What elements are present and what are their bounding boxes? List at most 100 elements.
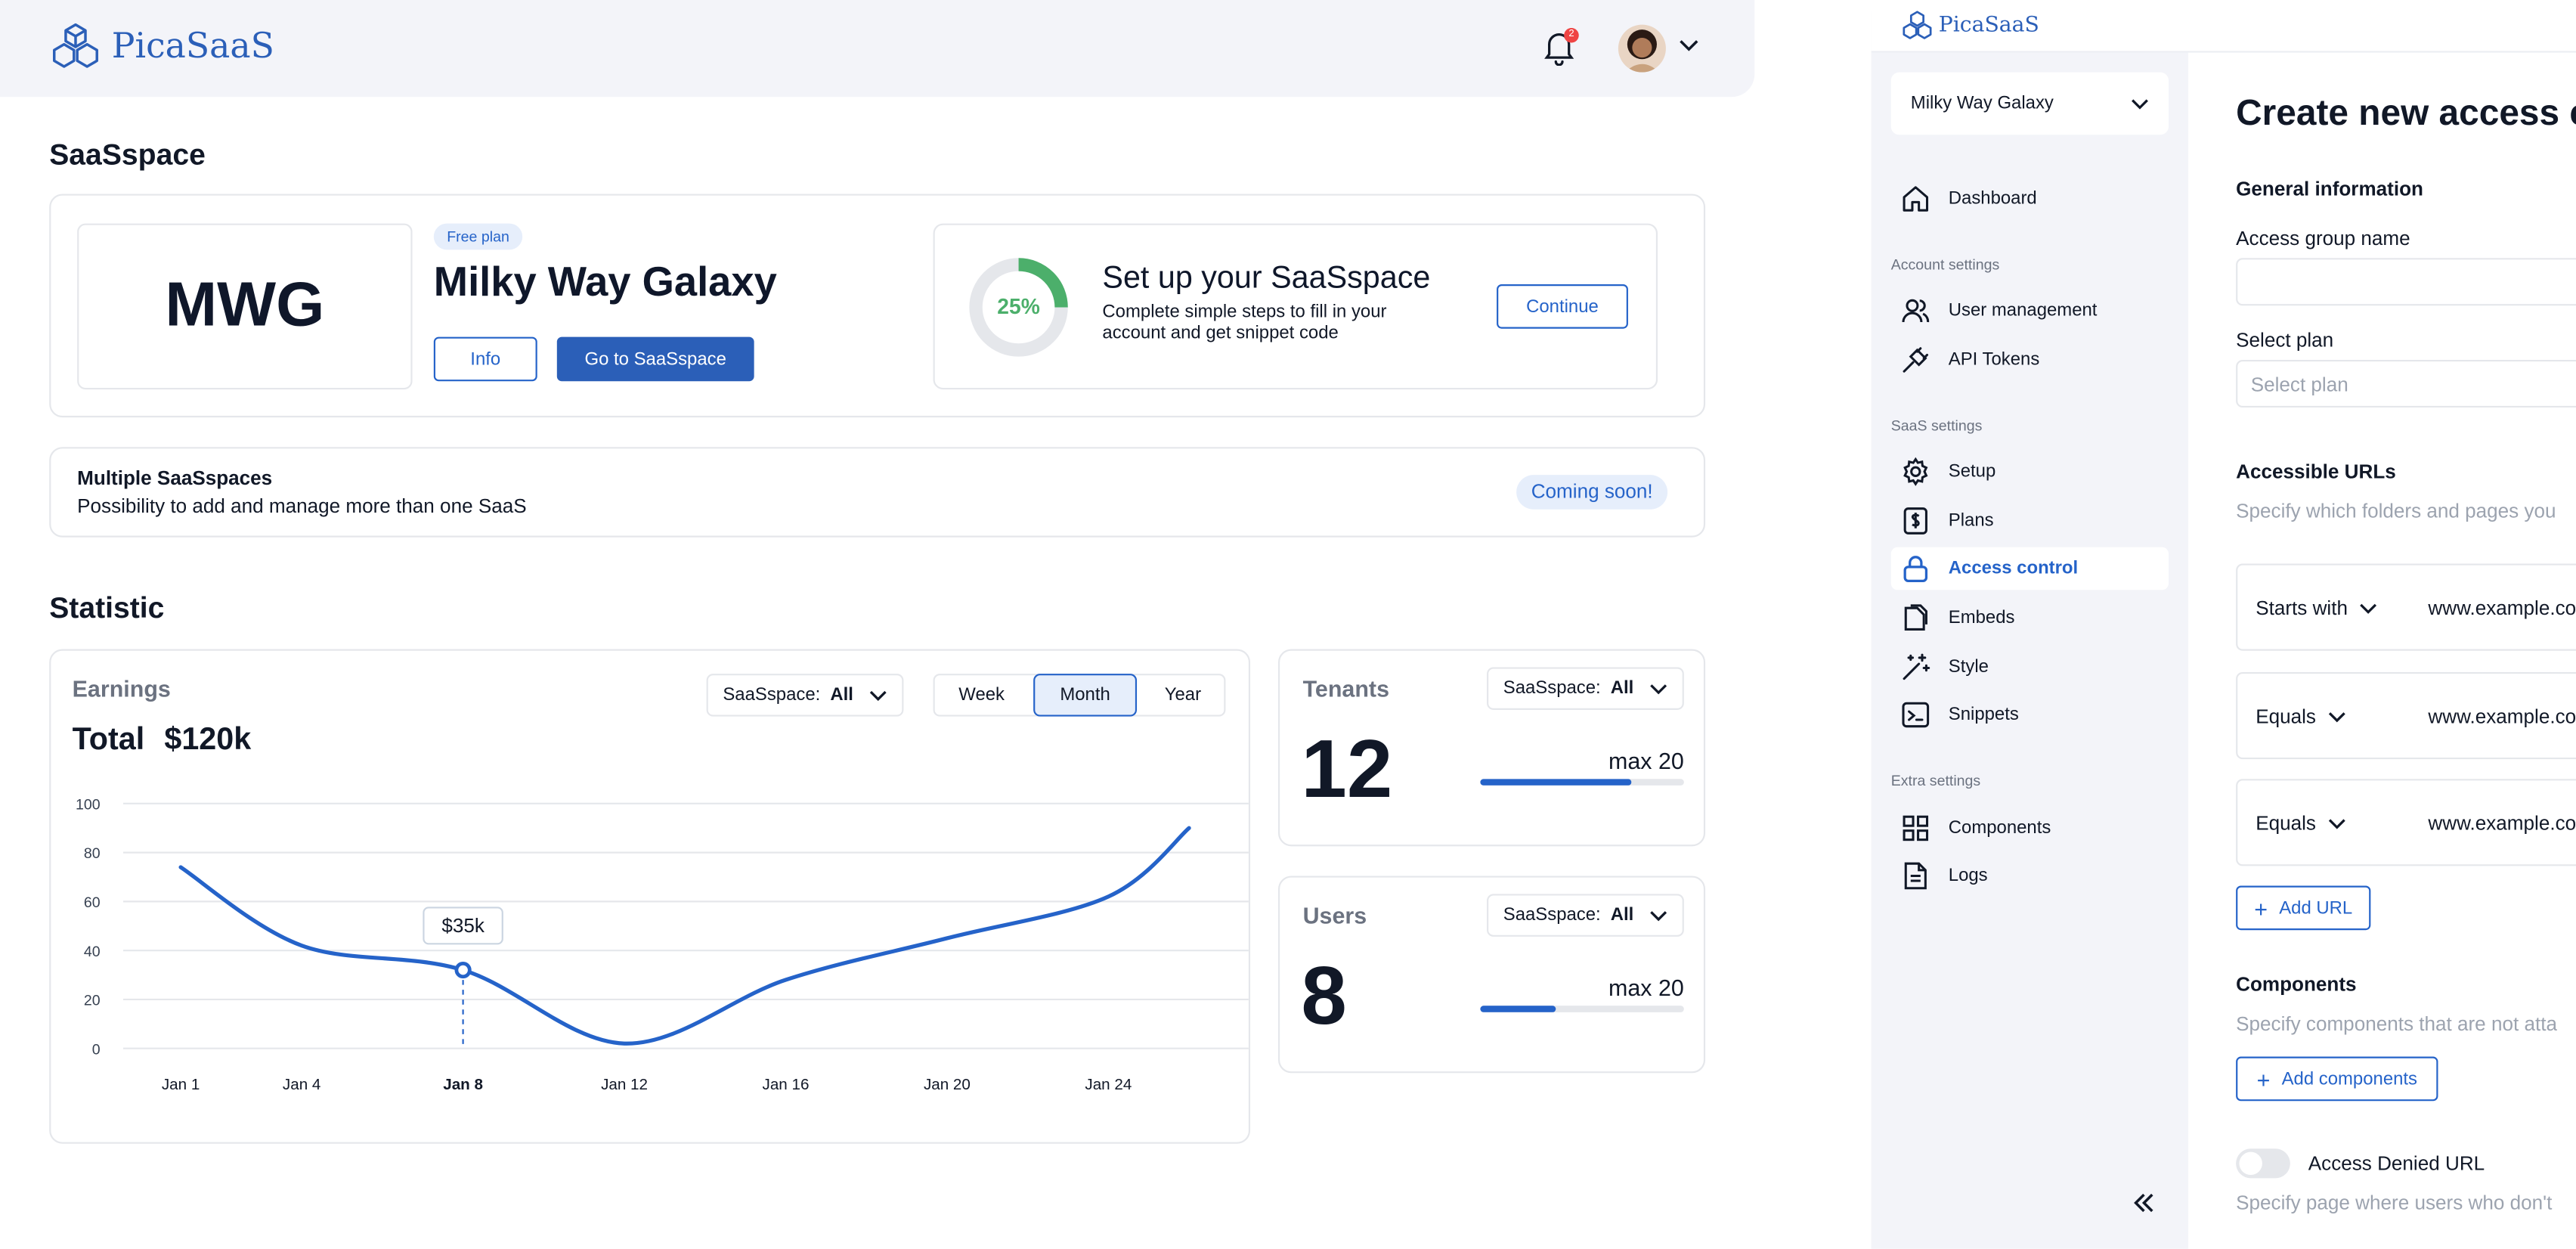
sidebar-item-label: Access control bbox=[1948, 558, 2079, 579]
url-input[interactable]: www.example.co bbox=[2428, 705, 2576, 728]
setup-title: Set up your SaaSspace bbox=[1102, 261, 1431, 296]
form-title: Create new access c bbox=[2236, 91, 2576, 134]
x-tick-label: Jan 1 bbox=[162, 1076, 200, 1093]
period-month-button[interactable]: Month bbox=[1033, 674, 1138, 717]
users-saasspace-filter[interactable]: SaaSspace: All bbox=[1487, 894, 1684, 937]
users-value: 8 bbox=[1301, 950, 1347, 1042]
earnings-line-chart: 100 80 60 40 20 0 Jan 1 Jan 4 Jan 8 Jan 12 Jan 16 J… bbox=[76, 796, 1249, 1093]
access-denied-description: Specify page where users who don't bbox=[2236, 1191, 2553, 1215]
sidebar-section-saas: SaaS settings bbox=[1890, 417, 1983, 434]
brand-logo-icon bbox=[49, 21, 102, 74]
copy-document-icon bbox=[1904, 604, 1927, 631]
add-components-button[interactable]: + Add components bbox=[2236, 1056, 2438, 1102]
url-match-select[interactable]: Starts with bbox=[2256, 597, 2377, 619]
sidebar-item-embeds[interactable]: Embeds bbox=[1891, 597, 2169, 640]
sidebar-item-label: Embeds bbox=[1948, 608, 2015, 628]
sidebar-item-label: Dashboard bbox=[1948, 188, 2037, 209]
notifications-bell-icon[interactable]: 2 bbox=[1543, 27, 1579, 66]
x-tick-label: Jan 24 bbox=[1085, 1076, 1132, 1093]
continue-button[interactable]: Continue bbox=[1497, 284, 1628, 329]
sidebar-item-label: User management bbox=[1948, 300, 2098, 321]
y-tick-label: 0 bbox=[92, 1041, 101, 1058]
add-url-button[interactable]: + Add URL bbox=[2236, 885, 2371, 931]
info-button[interactable]: Info bbox=[433, 336, 537, 382]
general-info-heading: General information bbox=[2236, 177, 2423, 201]
tenants-max-label: max 20 bbox=[1608, 747, 1684, 774]
components-description: Specify components that are not atta bbox=[2236, 1012, 2557, 1036]
document-icon bbox=[1904, 862, 1927, 890]
y-tick-label: 100 bbox=[76, 796, 101, 813]
setup-description: Complete simple steps to fill in your ac… bbox=[1102, 302, 1387, 344]
lock-icon bbox=[1903, 556, 1928, 582]
x-tick-label: Jan 4 bbox=[283, 1076, 320, 1093]
users-progress-track bbox=[1480, 1006, 1684, 1012]
access-denied-toggle[interactable] bbox=[2236, 1148, 2290, 1179]
period-year-button[interactable]: Year bbox=[1164, 685, 1202, 705]
url-input[interactable]: www.example.co bbox=[2428, 811, 2576, 835]
collapse-sidebar-icon[interactable] bbox=[2132, 1192, 2155, 1214]
url-match-select[interactable]: Equals bbox=[2256, 705, 2345, 728]
earnings-card bbox=[49, 649, 1251, 1144]
url-input[interactable]: www.example.co bbox=[2428, 596, 2576, 620]
period-week-button[interactable]: Week bbox=[958, 685, 1005, 705]
sidebar-item-user-management[interactable]: User management bbox=[1891, 290, 2169, 333]
plan-badge: Free plan bbox=[433, 223, 523, 250]
sidebar-item-label: Plans bbox=[1948, 510, 1994, 532]
multiple-saasspaces-description: Possibility to add and manage more than … bbox=[77, 494, 527, 518]
earnings-total-label: Total bbox=[72, 723, 145, 758]
sidebar-item-snippets[interactable]: Snippets bbox=[1891, 693, 2169, 736]
sidebar-brand-logo-icon bbox=[1901, 10, 1934, 42]
tenants-progress-fill bbox=[1480, 779, 1631, 786]
filter-value: All bbox=[1610, 678, 1634, 699]
sidebar-item-access-control[interactable]: Access control bbox=[1890, 547, 2169, 590]
x-tick-label: Jan 8 bbox=[443, 1076, 483, 1093]
profile-chevron-down-icon[interactable] bbox=[1679, 39, 1698, 52]
workspace-select-value: Milky Way Galaxy bbox=[1910, 93, 2054, 113]
earnings-total-value: $120k bbox=[164, 723, 252, 758]
sidebar-item-plans[interactable]: Plans bbox=[1891, 500, 2169, 543]
access-denied-label: Access Denied URL bbox=[2308, 1151, 2485, 1176]
coming-soon-badge: Coming soon! bbox=[1516, 475, 1668, 510]
tenants-progress-track bbox=[1480, 779, 1684, 786]
workspace-card bbox=[49, 194, 1706, 418]
url-match-select[interactable]: Equals bbox=[2256, 812, 2345, 835]
plus-icon: + bbox=[2254, 894, 2268, 922]
filter-prefix: SaaSspace: bbox=[1503, 678, 1601, 699]
chevron-down-icon bbox=[1650, 910, 1667, 921]
select-plan-dropdown[interactable]: Select plan bbox=[2236, 359, 2576, 408]
avatar[interactable] bbox=[1618, 24, 1666, 73]
users-progress-fill bbox=[1480, 1006, 1556, 1012]
terminal-icon bbox=[1902, 702, 1930, 728]
sidebar-item-label: Style bbox=[1948, 657, 1989, 677]
y-tick-label: 40 bbox=[84, 944, 101, 960]
tenants-saasspace-filter[interactable]: SaaSspace: All bbox=[1487, 667, 1684, 710]
chevron-down-icon bbox=[2328, 711, 2345, 722]
sidebar-item-style[interactable]: Style bbox=[1891, 646, 2169, 689]
sidebar-item-setup[interactable]: Setup bbox=[1891, 451, 2169, 494]
home-icon bbox=[1903, 186, 1929, 212]
sidebar-item-dashboard[interactable]: Dashboard bbox=[1891, 178, 2169, 221]
sidebar-item-components[interactable]: Components bbox=[1891, 807, 2169, 850]
multiple-saasspaces-title: Multiple SaaSspaces bbox=[77, 466, 273, 490]
url-rule-row: Starts with www.example.co bbox=[2236, 563, 2576, 651]
tenants-label: Tenants bbox=[1302, 675, 1389, 702]
notification-count-badge: 2 bbox=[1564, 27, 1579, 43]
y-tick-label: 20 bbox=[84, 993, 101, 1009]
workspace-name: Milky Way Galaxy bbox=[433, 259, 777, 306]
section-title-statistic: Statistic bbox=[49, 591, 165, 624]
add-components-label: Add components bbox=[2281, 1068, 2418, 1089]
accessible-urls-description: Specify which folders and pages you bbox=[2236, 499, 2556, 523]
group-name-input[interactable] bbox=[2236, 258, 2576, 306]
url-rule-row: Equals www.example.co bbox=[2236, 779, 2576, 866]
sidebar-item-logs[interactable]: Logs bbox=[1891, 854, 2169, 897]
earnings-saasspace-filter[interactable]: SaaSspace: All bbox=[706, 674, 904, 717]
go-to-saasspace-button[interactable]: Go to SaaSspace bbox=[556, 336, 754, 382]
tooltip-label: $35k bbox=[441, 914, 485, 937]
select-plan-label: Select plan bbox=[2236, 328, 2334, 352]
sidebar-item-api-tokens[interactable]: API Tokens bbox=[1891, 339, 2169, 382]
tooltip-box bbox=[423, 907, 503, 945]
x-tick-label: Jan 16 bbox=[763, 1076, 810, 1093]
users-label: Users bbox=[1302, 902, 1367, 929]
filter-prefix: SaaSspace: bbox=[723, 685, 821, 705]
workspace-select[interactable]: Milky Way Galaxy bbox=[1890, 72, 2169, 135]
